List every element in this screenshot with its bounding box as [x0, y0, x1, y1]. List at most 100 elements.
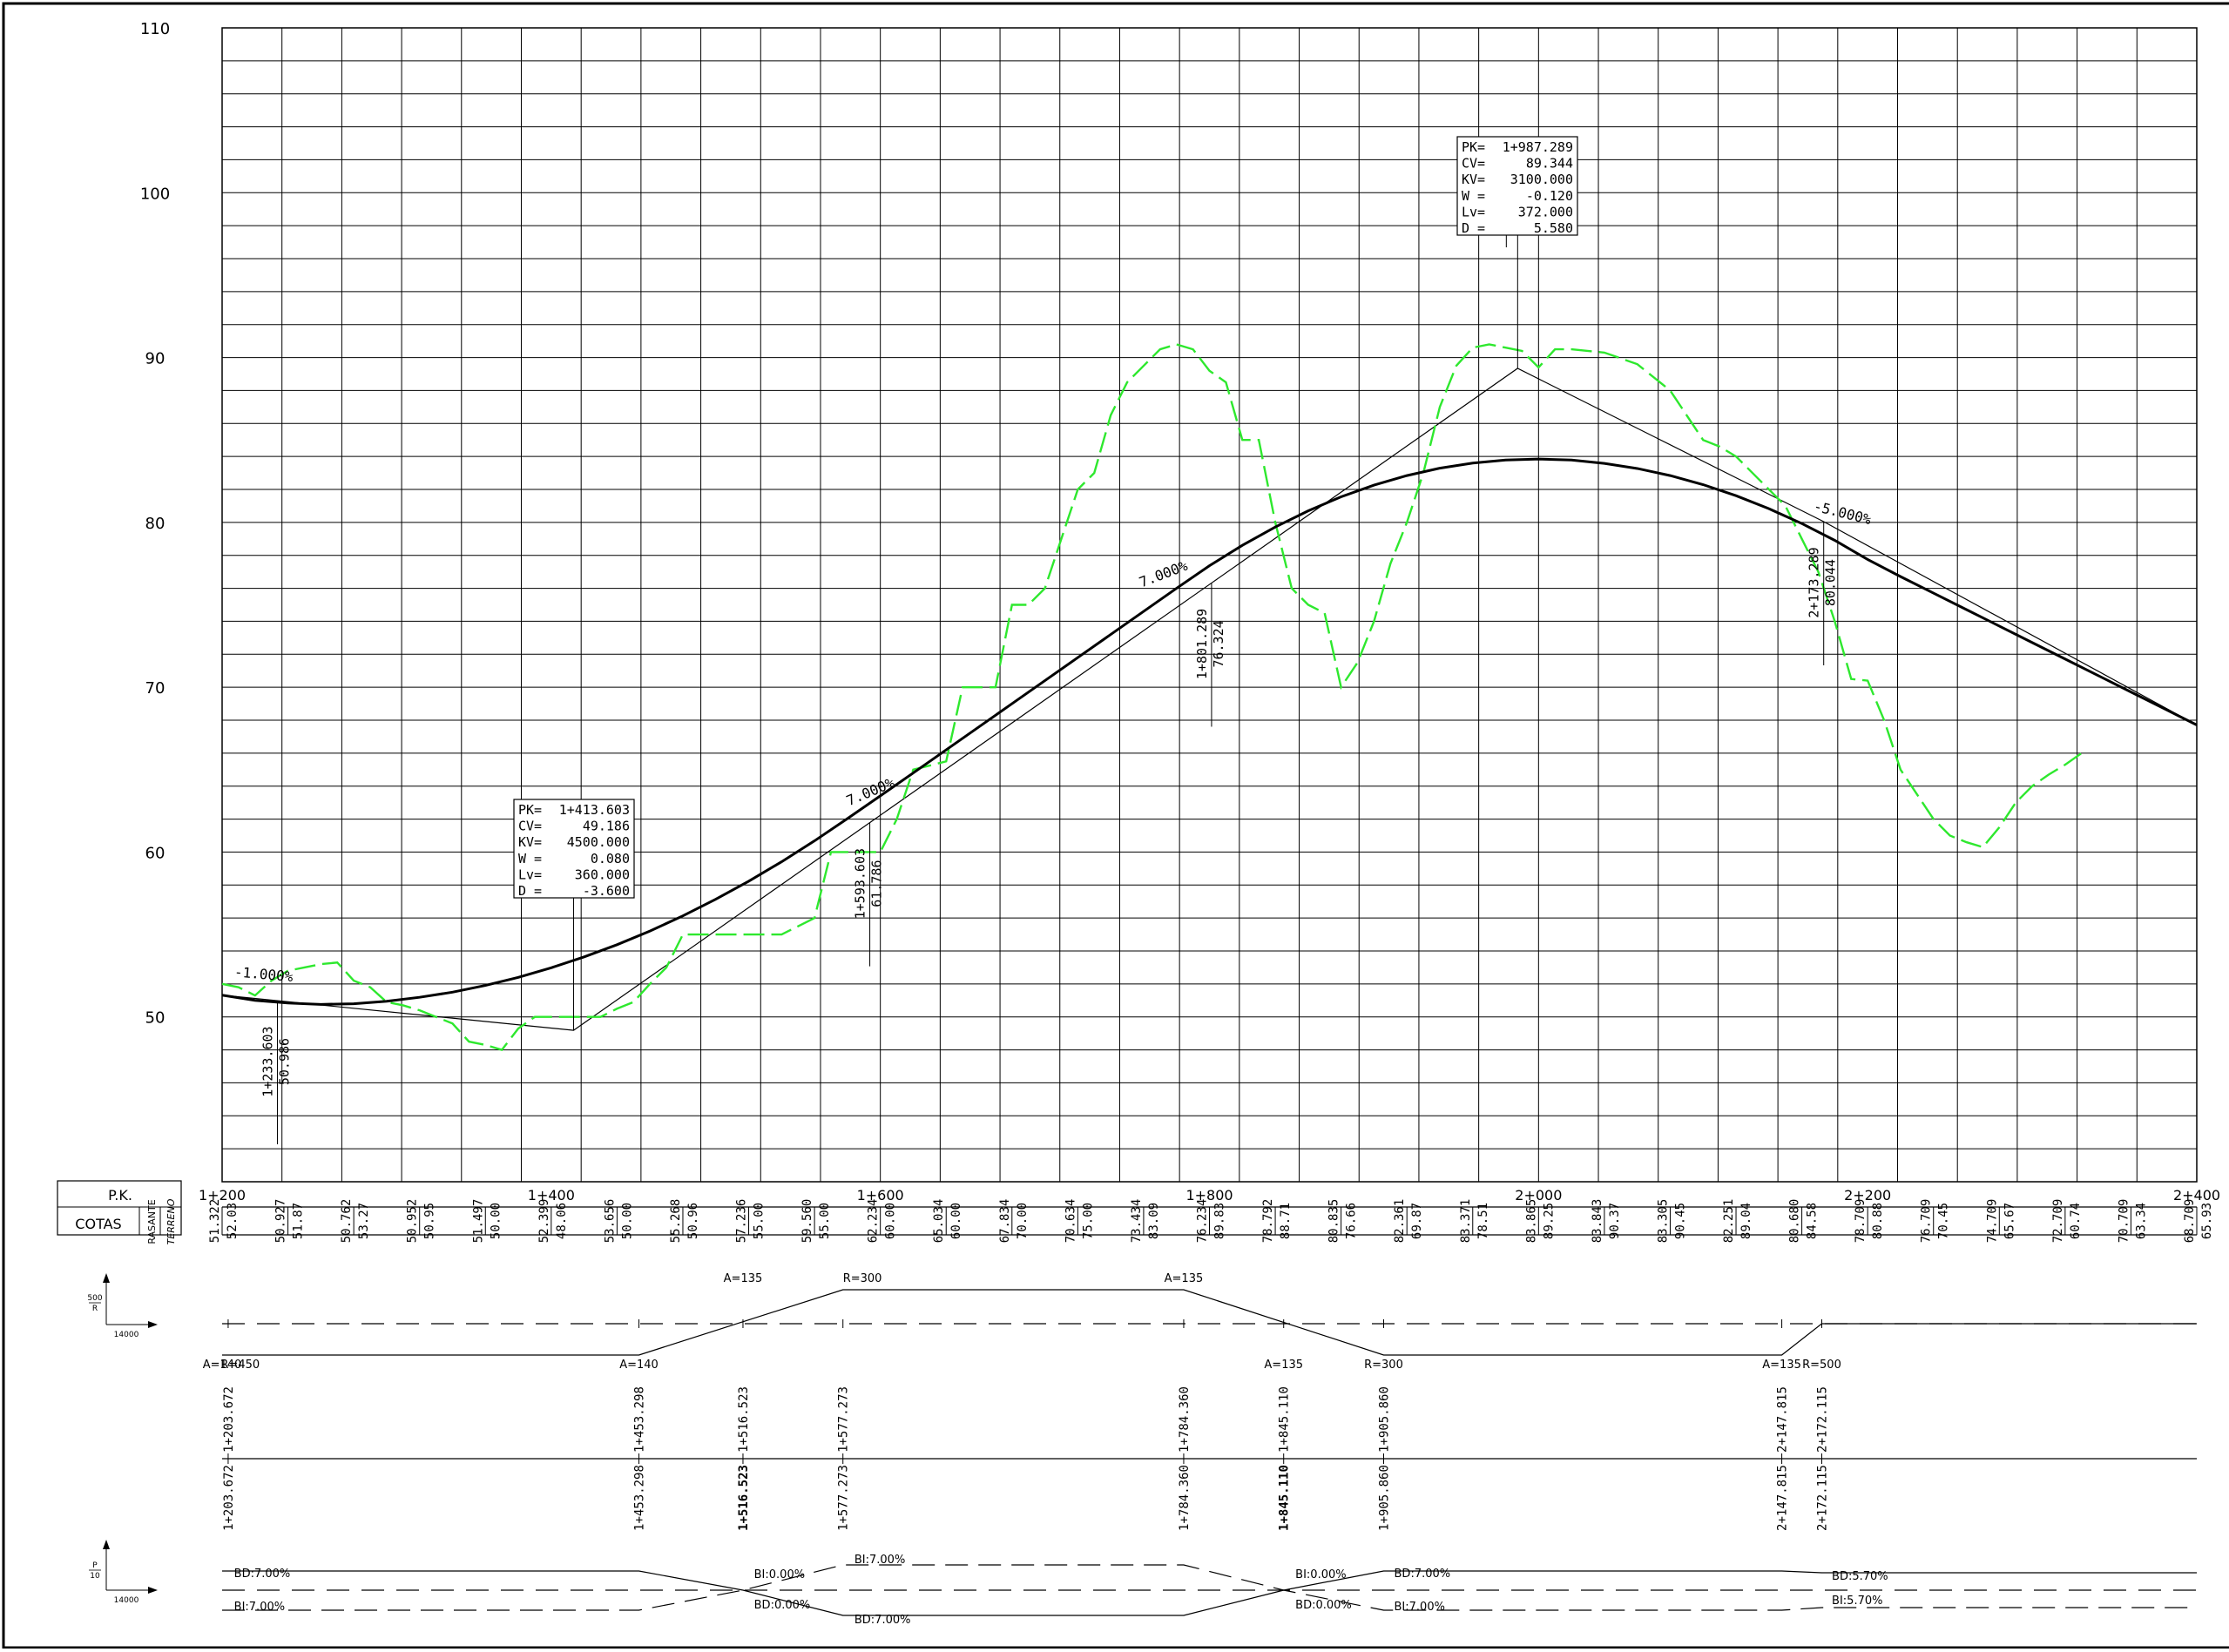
rasante-value: 74.709 [1985, 1199, 1999, 1244]
vertex-pk-label: 1+801.289 [1194, 609, 1210, 679]
superelevation-label: BD:0.00% [1295, 1599, 1352, 1612]
info-box-value: -3.600 [583, 883, 630, 899]
info-box-key: D = [1462, 220, 1485, 236]
pk-tick-label: 1+400 [528, 1187, 575, 1204]
rasante-value: 53.656 [603, 1199, 617, 1244]
pk-tick-label: 2+200 [1844, 1187, 1891, 1204]
legend-den: R [92, 1305, 98, 1313]
rasante-value: 82.251 [1722, 1199, 1736, 1244]
info-box-key: W = [1462, 188, 1485, 204]
info-box-value: 360.000 [575, 866, 630, 882]
alignment-label: R=500 [1802, 1359, 1841, 1372]
rasante-value: 51.497 [471, 1199, 485, 1244]
superelevation-label: BI:0.00% [1295, 1568, 1346, 1581]
station-label-upper: 1+203.672 [222, 1386, 236, 1453]
terreno-value: 89.83 [1213, 1203, 1227, 1239]
y-tick-label: 90 [145, 350, 165, 368]
terreno-value: 50.95 [423, 1203, 437, 1239]
pk-header: P.K. [108, 1187, 132, 1204]
alignment-label: A=135 [1264, 1359, 1303, 1372]
rasante-value: 76.709 [1920, 1199, 1934, 1244]
station-label-lower: 1+203.672 [222, 1465, 236, 1531]
sheet-border [3, 3, 2229, 1648]
rasante-value: 62.234 [867, 1199, 881, 1244]
info-box-key: CV= [518, 819, 542, 834]
vertex-pk-label: 1+233.603 [260, 1026, 275, 1096]
station-label-upper: 1+905.860 [1377, 1386, 1391, 1453]
y-tick-label: 60 [145, 844, 165, 862]
terreno-value: 63.34 [2134, 1203, 2148, 1239]
terreno-value: 48.06 [555, 1203, 569, 1239]
info-box-value: 89.344 [1526, 156, 1573, 172]
rasante-value: 76.234 [1196, 1199, 1210, 1244]
superelevation-label: BD:7.00% [1395, 1568, 1451, 1581]
legend-den: 10 [90, 1572, 100, 1581]
rasante-value: 78.792 [1261, 1199, 1275, 1244]
station-label-lower: 1+453.298 [633, 1465, 647, 1531]
terreno-header: TERRENO [165, 1198, 177, 1244]
cotas-header: COTAS [75, 1216, 121, 1232]
rasante-value: 83.843 [1591, 1199, 1604, 1244]
station-label-upper: 1+577.273 [837, 1386, 851, 1453]
terreno-value: 78.51 [1476, 1203, 1490, 1239]
vertex-pk-label: 2+173.289 [1807, 547, 1822, 617]
terreno-value: 90.45 [1673, 1203, 1687, 1239]
terreno-value: 75.00 [1081, 1203, 1095, 1239]
info-box-key: KV= [1462, 172, 1485, 187]
alignment-label: A=140 [619, 1359, 659, 1372]
info-box-value: 1+987.289 [1503, 139, 1573, 155]
info-box-key: Lv= [1462, 204, 1485, 219]
station-label-lower: 1+905.860 [1377, 1465, 1391, 1531]
rasante-value: 80.680 [1788, 1199, 1802, 1244]
info-box-key: KV= [518, 834, 542, 850]
terreno-value: 53.27 [357, 1203, 371, 1239]
station-label-lower: 1+516.523 [737, 1465, 751, 1531]
rasante-value: 52.399 [537, 1199, 551, 1244]
terreno-value: 70.00 [1016, 1203, 1030, 1239]
station-label-upper: 1+845.110 [1278, 1386, 1292, 1453]
superelevation-label: BD:0.00% [754, 1599, 811, 1612]
pk-tick-label: 2+400 [2173, 1187, 2220, 1204]
terreno-value: 65.67 [2003, 1203, 2016, 1239]
terreno-value: 84.58 [1806, 1203, 1820, 1239]
terreno-value: 65.93 [2200, 1203, 2214, 1239]
rasante-value: 73.434 [1130, 1199, 1144, 1244]
terreno-value: 70.45 [1937, 1203, 1951, 1239]
y-tick-label: 100 [140, 185, 170, 203]
station-label-lower: 1+784.360 [1178, 1465, 1192, 1531]
info-box-key: Lv= [518, 866, 542, 882]
rasante-value: 50.762 [340, 1199, 354, 1244]
vertex-pk-label: 1+593.603 [853, 848, 868, 919]
rasante-value: 50.952 [406, 1199, 420, 1244]
rasante-value: 70.634 [1064, 1199, 1077, 1244]
info-box-value: 372.000 [1518, 204, 1573, 219]
rasante-value: 83.865 [1524, 1199, 1538, 1244]
terreno-value: 80.88 [1871, 1203, 1885, 1239]
y-tick-label: 110 [140, 20, 170, 38]
terreno-value: 89.25 [1542, 1203, 1556, 1239]
terreno-value: 50.00 [620, 1203, 634, 1239]
info-box-key: PK= [1462, 139, 1485, 155]
rasante-value: 65.034 [932, 1199, 946, 1244]
legend-num: P [92, 1561, 98, 1570]
station-label-lower: 1+577.273 [837, 1465, 851, 1531]
superelevation-label: BI:0.00% [754, 1568, 805, 1581]
terreno-value: 50.96 [686, 1203, 700, 1239]
info-box-value: 1+413.603 [559, 802, 630, 818]
rasante-value: 78.709 [1854, 1199, 1868, 1244]
terreno-value: 60.74 [2069, 1203, 2083, 1239]
info-box-value: 49.186 [583, 819, 630, 834]
rasante-value: 83.305 [1656, 1199, 1670, 1244]
superelevation-label: BD:7.00% [854, 1614, 911, 1627]
info-box-value: 4500.000 [567, 834, 630, 850]
rasante-value: 55.268 [669, 1199, 683, 1244]
rasante-value: 80.835 [1327, 1199, 1341, 1244]
rasante-header: RASANTE [146, 1199, 158, 1244]
station-label-upper: 2+147.815 [1776, 1386, 1790, 1453]
terreno-value: 69.87 [1410, 1203, 1424, 1239]
rasante-value: 68.709 [2183, 1199, 2197, 1244]
station-label-lower: 2+172.115 [1815, 1465, 1829, 1531]
vertex-cota-label: 76.324 [1211, 620, 1226, 667]
legend-num: 500 [87, 1294, 102, 1303]
rasante-value: 51.322 [208, 1199, 222, 1244]
